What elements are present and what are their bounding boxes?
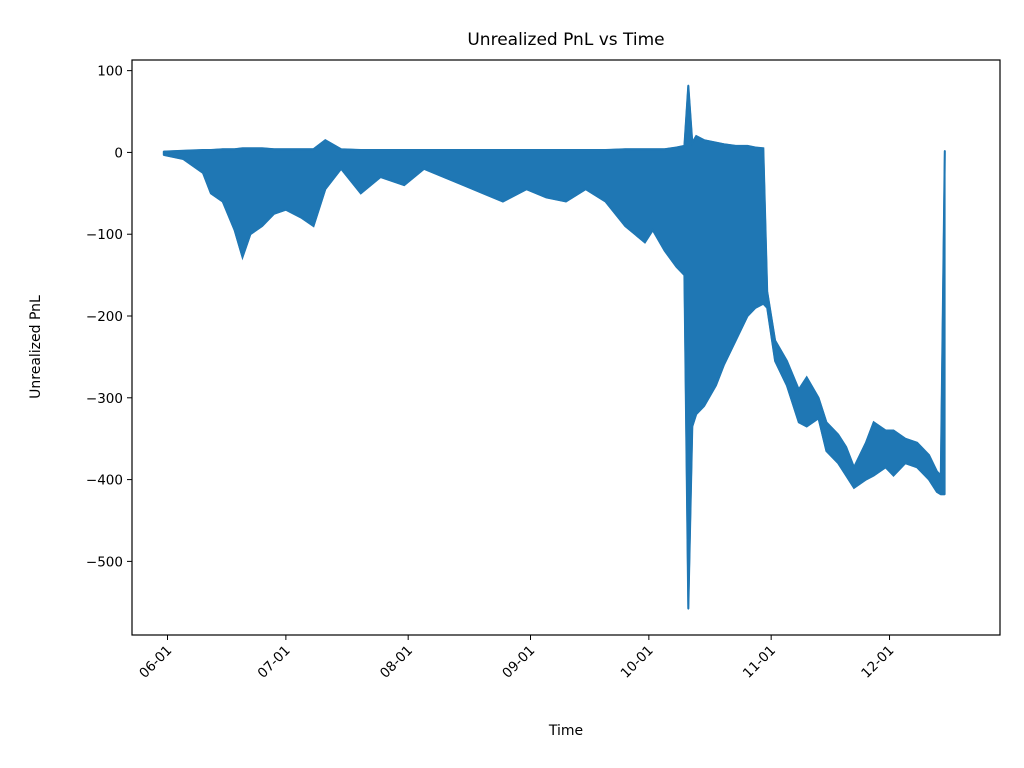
y-axis-label: Unrealized PnL (28, 295, 44, 399)
y-tick-label: 100 (97, 64, 123, 80)
series-line-band (162, 84, 946, 610)
x-tick-label: 06-01 (136, 643, 175, 682)
x-tick-label: 11-01 (740, 643, 779, 682)
x-axis: 06-01 07-01 08-01 09-01 10-01 11-01 12-01 (136, 635, 897, 682)
y-axis: 100 0 −100 −200 −300 −400 −500 (86, 64, 132, 570)
plot-area (162, 84, 946, 610)
series-line-upper (163, 85, 946, 478)
x-axis-label: Time (548, 723, 583, 739)
y-tick-label: −100 (86, 227, 123, 243)
series-line-lower (163, 153, 945, 609)
y-tick-label: −300 (86, 391, 123, 407)
y-tick-label: 0 (114, 145, 123, 161)
x-tick-label: 10-01 (618, 643, 657, 682)
chart-title: Unrealized PnL vs Time (467, 30, 664, 50)
x-tick-label: 09-01 (499, 643, 538, 682)
x-tick-label: 07-01 (255, 643, 294, 682)
y-tick-label: −400 (86, 473, 123, 489)
y-tick-label: −500 (86, 554, 123, 570)
x-tick-label: 12-01 (858, 643, 897, 682)
x-tick-label: 08-01 (377, 643, 416, 682)
plot-frame (131, 59, 1001, 636)
y-tick-label: −200 (86, 309, 123, 325)
